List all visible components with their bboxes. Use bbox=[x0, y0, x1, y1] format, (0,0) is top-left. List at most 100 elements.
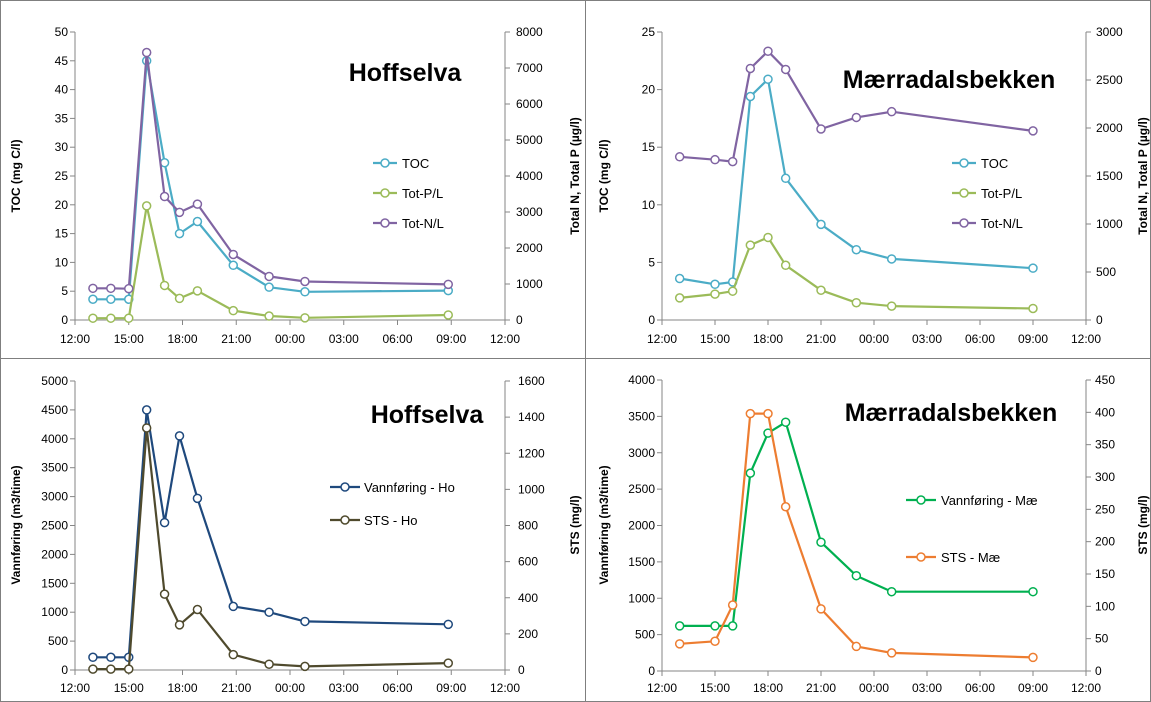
data-point-toc bbox=[816, 219, 826, 230]
legend-label: Vannføring - Ho bbox=[364, 480, 455, 495]
x-tick-label: 21:00 bbox=[806, 332, 836, 346]
y2-tick-label: 400 bbox=[1095, 405, 1115, 419]
data-point-sts-mae bbox=[886, 648, 897, 658]
data-point-toc bbox=[780, 173, 791, 184]
x-tick-label: 18:00 bbox=[167, 332, 197, 346]
y-tick-label: 25 bbox=[642, 25, 656, 39]
x-tick-label: 12:00 bbox=[490, 332, 520, 346]
data-point-tot-p-l bbox=[106, 313, 116, 323]
data-point-vannforing-ho bbox=[159, 517, 170, 528]
y-tick-label: 1500 bbox=[628, 555, 655, 569]
y2-tick-label: 4000 bbox=[516, 169, 543, 183]
y-tick-label: 0 bbox=[648, 313, 655, 327]
y2-tick-label: 350 bbox=[1095, 438, 1115, 452]
y-tick-label: 50 bbox=[55, 25, 69, 39]
data-point-vannforing-mae bbox=[851, 570, 862, 581]
y2-tick-label: 200 bbox=[1095, 535, 1115, 549]
y-tick-label: 5000 bbox=[41, 374, 68, 388]
y2-tick-label: 400 bbox=[518, 591, 538, 605]
data-point-sts-mae bbox=[851, 641, 862, 652]
data-point-sts-ho bbox=[106, 664, 116, 674]
y2-tick-label: 6000 bbox=[516, 97, 543, 111]
data-point-sts-ho bbox=[264, 659, 274, 669]
data-point-vannforing-mae bbox=[1028, 586, 1038, 597]
data-point-vannforing-ho bbox=[192, 493, 203, 504]
y2-tick-label: 50 bbox=[1095, 632, 1109, 646]
y2-tick-label: 450 bbox=[1095, 373, 1115, 387]
y-tick-label: 1000 bbox=[41, 605, 68, 619]
data-point-tot-n-l bbox=[763, 46, 773, 56]
series-line-tot-n-l bbox=[92, 51, 449, 290]
data-point-tot-n-l bbox=[674, 152, 685, 162]
panel-hoffselva-vannforing: 0 500 1000 1500 2000 2500 3000 3500 4000 4500 5000… bbox=[0, 359, 585, 702]
data-point-tot-p-l bbox=[300, 313, 310, 323]
y-tick-label: 500 bbox=[48, 634, 68, 648]
grid-line-vertical bbox=[585, 0, 586, 702]
data-point-toc bbox=[763, 74, 773, 84]
data-point-vannforing-mae bbox=[886, 586, 897, 597]
data-point-tot-p-l bbox=[443, 310, 454, 320]
data-point-tot-n-l bbox=[727, 156, 738, 167]
x-tick-label: 03:00 bbox=[912, 332, 942, 346]
x-tick-label: 03:00 bbox=[912, 681, 942, 695]
y2-tick-label: 100 bbox=[1095, 599, 1115, 613]
panel-maerradalsbekken-toc: 0 5 10 15 20 25 0 500 1000 1500 2000 2500 3000 12:00 1… bbox=[586, 0, 1151, 358]
data-point-toc bbox=[851, 244, 862, 255]
data-point-toc bbox=[745, 91, 756, 102]
y2-tick-label: 0 bbox=[518, 663, 525, 677]
data-point-toc bbox=[192, 216, 203, 227]
chart-maerradalsbekken-toc: 0 5 10 15 20 25 0 500 1000 1500 2000 2500 3000 12:00 1… bbox=[597, 25, 1150, 346]
y2-tick-label: 250 bbox=[1095, 502, 1115, 516]
x-tick-label: 21:00 bbox=[806, 681, 836, 695]
data-point-toc bbox=[886, 254, 897, 264]
y-axis-label: Vannføring (m3/time) bbox=[597, 465, 611, 584]
x-tick-label: 15:00 bbox=[700, 332, 730, 346]
legend-label: Tot-N/L bbox=[981, 216, 1023, 231]
y-tick-label: 0 bbox=[648, 664, 655, 678]
x-tick-label: 18:00 bbox=[753, 681, 783, 695]
data-point-tot-p-l bbox=[745, 240, 756, 250]
data-point-tot-n-l bbox=[228, 249, 239, 260]
data-point-tot-p-l bbox=[174, 293, 185, 304]
data-point-sts-ho bbox=[124, 664, 134, 674]
x-tick-label: 09:00 bbox=[436, 332, 466, 346]
y2-tick-label: 3000 bbox=[516, 205, 543, 219]
x-tick-label: 09:00 bbox=[1018, 681, 1048, 695]
data-point-vannforing-ho bbox=[300, 616, 310, 627]
data-point-sts-mae bbox=[745, 408, 756, 419]
data-point-tot-p-l bbox=[1028, 303, 1038, 314]
chart-hoffselva-vannforing: 0500100015002000250030003500400045005000… bbox=[9, 374, 582, 695]
data-point-tot-p-l bbox=[851, 297, 862, 308]
data-point-sts-ho bbox=[300, 661, 310, 672]
legend-marker bbox=[959, 218, 969, 228]
data-point-toc bbox=[174, 228, 185, 239]
y2-tick-label: 0 bbox=[1096, 313, 1103, 327]
y2-axis-label: Total N, Total P (µg/l) bbox=[568, 117, 582, 235]
legend-marker bbox=[380, 188, 390, 198]
data-point-vannforing-mae bbox=[674, 621, 685, 631]
y2-tick-label: 3000 bbox=[1096, 25, 1123, 39]
legend-label: STS - Ho bbox=[364, 513, 417, 528]
y2-axis-label: Total N, Total P (µg/l) bbox=[1136, 117, 1150, 235]
y-tick-label: 2500 bbox=[628, 482, 655, 496]
y2-tick-label: 800 bbox=[518, 519, 538, 533]
data-point-tot-n-l bbox=[159, 191, 170, 202]
series-line-tot-n-l bbox=[679, 50, 1034, 163]
x-tick-label: 12:00 bbox=[60, 681, 90, 695]
data-point-tot-p-l bbox=[710, 289, 720, 299]
y2-tick-label: 2000 bbox=[1096, 121, 1123, 135]
data-point-vannforing-mae bbox=[727, 621, 738, 631]
y-tick-label: 15 bbox=[642, 140, 656, 154]
data-point-tot-p-l bbox=[88, 313, 98, 323]
x-tick-label: 21:00 bbox=[221, 681, 251, 695]
data-point-toc bbox=[1028, 263, 1038, 273]
y-tick-label: 1500 bbox=[41, 576, 68, 590]
data-point-tot-p-l bbox=[727, 286, 738, 296]
data-point-toc bbox=[300, 287, 310, 297]
data-point-sts-ho bbox=[159, 589, 170, 599]
legend-marker bbox=[959, 188, 969, 198]
data-point-tot-p-l bbox=[228, 305, 239, 316]
data-point-tot-p-l bbox=[141, 201, 152, 211]
data-point-tot-p-l bbox=[192, 286, 203, 296]
